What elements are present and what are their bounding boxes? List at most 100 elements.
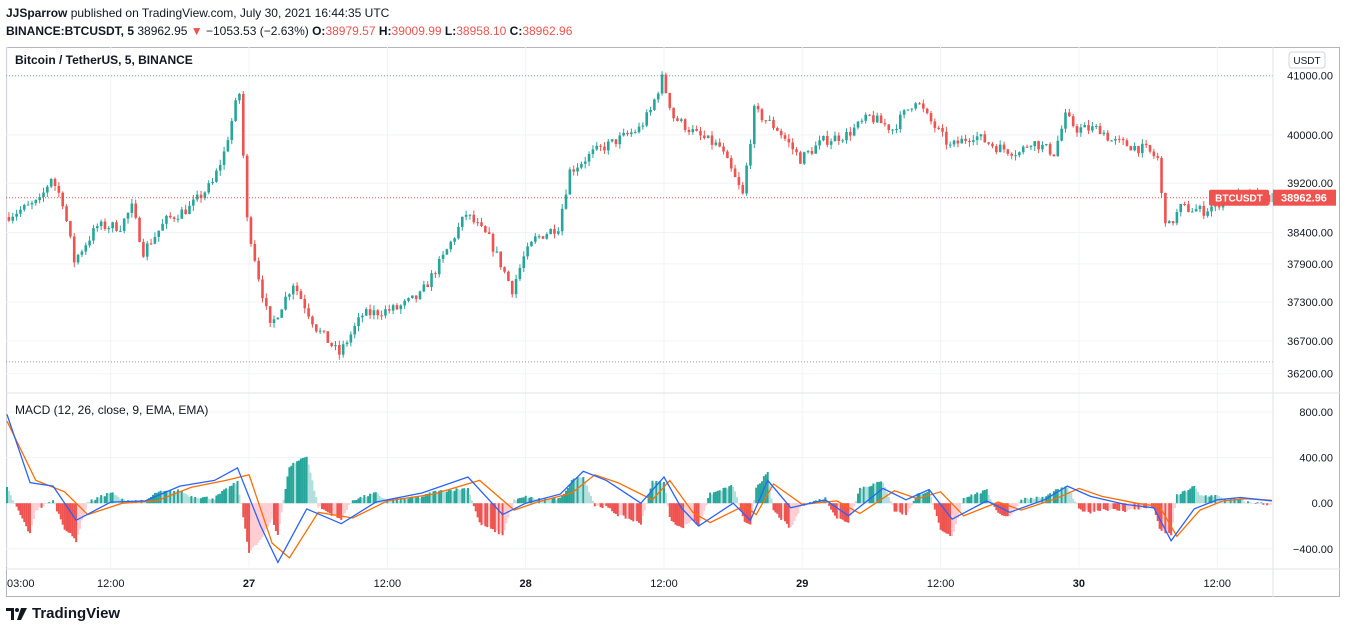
histogram-bar[interactable] [543, 498, 546, 504]
histogram-bar[interactable] [878, 481, 881, 504]
candle[interactable] [906, 109, 910, 111]
histogram-bar[interactable] [36, 503, 39, 511]
candle[interactable] [341, 340, 345, 358]
histogram-bar[interactable] [1001, 503, 1004, 516]
candle[interactable] [445, 248, 449, 255]
histogram-bar[interactable] [1018, 501, 1021, 504]
histogram-bar[interactable] [198, 498, 201, 504]
histogram-bar[interactable] [605, 503, 608, 507]
candle[interactable] [291, 283, 295, 300]
histogram-bar[interactable] [676, 503, 679, 526]
histogram-bar[interactable] [1187, 489, 1190, 504]
histogram-bar[interactable] [201, 497, 204, 504]
candle[interactable] [898, 111, 902, 133]
histogram-bar[interactable] [253, 503, 256, 546]
candle[interactable] [1187, 200, 1190, 213]
histogram-bar[interactable] [151, 494, 154, 504]
candle[interactable] [361, 313, 364, 323]
candle[interactable] [411, 295, 414, 299]
histogram-bar[interactable] [409, 497, 412, 504]
histogram-bar[interactable] [100, 495, 103, 504]
candle[interactable] [103, 218, 107, 231]
histogram-bar[interactable] [1120, 503, 1123, 510]
candle[interactable] [1183, 201, 1186, 207]
candle[interactable] [322, 330, 326, 334]
histogram-bar[interactable] [1112, 503, 1115, 509]
histogram-bar[interactable] [309, 472, 312, 504]
candle[interactable] [318, 327, 322, 334]
histogram-bar[interactable] [651, 480, 654, 504]
histogram-bar[interactable] [730, 485, 733, 504]
histogram-bar[interactable] [566, 487, 569, 504]
histogram-bar[interactable] [169, 490, 172, 504]
histogram-bar[interactable] [13, 503, 16, 504]
histogram-bar[interactable] [344, 503, 347, 514]
histogram-bar[interactable] [244, 503, 247, 529]
candle[interactable] [399, 304, 403, 314]
histogram-bar[interactable] [1143, 503, 1146, 508]
histogram-bar[interactable] [1168, 503, 1171, 534]
histogram-bar[interactable] [905, 503, 908, 516]
candle[interactable] [626, 130, 629, 137]
candle[interactable] [641, 122, 645, 130]
candle[interactable] [218, 159, 222, 176]
histogram-bar[interactable] [701, 503, 704, 517]
histogram-bar[interactable] [1074, 501, 1077, 504]
candle[interactable] [618, 132, 622, 149]
candle[interactable] [1060, 125, 1063, 142]
histogram-bar[interactable] [111, 492, 114, 504]
histogram-bar[interactable] [171, 492, 174, 504]
histogram-bar[interactable] [351, 500, 354, 504]
histogram-bar[interactable] [582, 477, 585, 504]
histogram-bar[interactable] [914, 497, 917, 504]
histogram-bar[interactable] [182, 493, 185, 504]
histogram-bar[interactable] [69, 503, 72, 534]
histogram-bar[interactable] [1035, 496, 1038, 504]
candle[interactable] [902, 108, 906, 119]
candle[interactable] [241, 91, 245, 159]
histogram-bar[interactable] [326, 503, 329, 513]
histogram-bar[interactable] [989, 499, 992, 504]
histogram-bar[interactable] [184, 493, 187, 504]
histogram-bar[interactable] [770, 498, 773, 504]
histogram-bar[interactable] [138, 502, 141, 504]
candle[interactable] [706, 135, 710, 139]
candle[interactable] [1110, 139, 1113, 142]
histogram-bar[interactable] [388, 500, 391, 504]
histogram-bar[interactable] [1060, 487, 1063, 504]
candle[interactable] [1094, 124, 1098, 130]
histogram-bar[interactable] [622, 503, 625, 516]
histogram-bar[interactable] [789, 503, 792, 528]
histogram-bar[interactable] [96, 497, 99, 504]
candle[interactable] [453, 237, 456, 246]
candle[interactable] [391, 303, 395, 315]
histogram-bar[interactable] [974, 494, 977, 504]
candle[interactable] [664, 72, 668, 94]
candle[interactable] [679, 117, 683, 123]
histogram-bar[interactable] [451, 491, 454, 504]
histogram-bar[interactable] [953, 503, 956, 532]
histogram-bar[interactable] [436, 492, 439, 504]
candle[interactable] [922, 99, 925, 113]
candle[interactable] [195, 190, 199, 202]
histogram-bar[interactable] [190, 496, 193, 504]
histogram-bar[interactable] [768, 484, 771, 504]
histogram-bar[interactable] [173, 491, 176, 504]
histogram-bar[interactable] [29, 503, 32, 534]
histogram-bar[interactable] [655, 481, 658, 504]
histogram-bar[interactable] [46, 503, 49, 504]
candle[interactable] [918, 102, 921, 105]
candle[interactable] [649, 106, 652, 116]
histogram-bar[interactable] [858, 487, 861, 504]
histogram-bar[interactable] [593, 503, 596, 507]
candle[interactable] [249, 215, 253, 247]
histogram-bar[interactable] [705, 503, 708, 506]
candle[interactable] [180, 206, 184, 219]
histogram-bar[interactable] [467, 488, 470, 504]
histogram-bar[interactable] [365, 496, 368, 504]
candle[interactable] [92, 224, 95, 244]
histogram-bar[interactable] [34, 503, 37, 511]
histogram-bar[interactable] [61, 503, 64, 525]
histogram-bar[interactable] [470, 500, 473, 504]
histogram-bar[interactable] [115, 495, 118, 504]
